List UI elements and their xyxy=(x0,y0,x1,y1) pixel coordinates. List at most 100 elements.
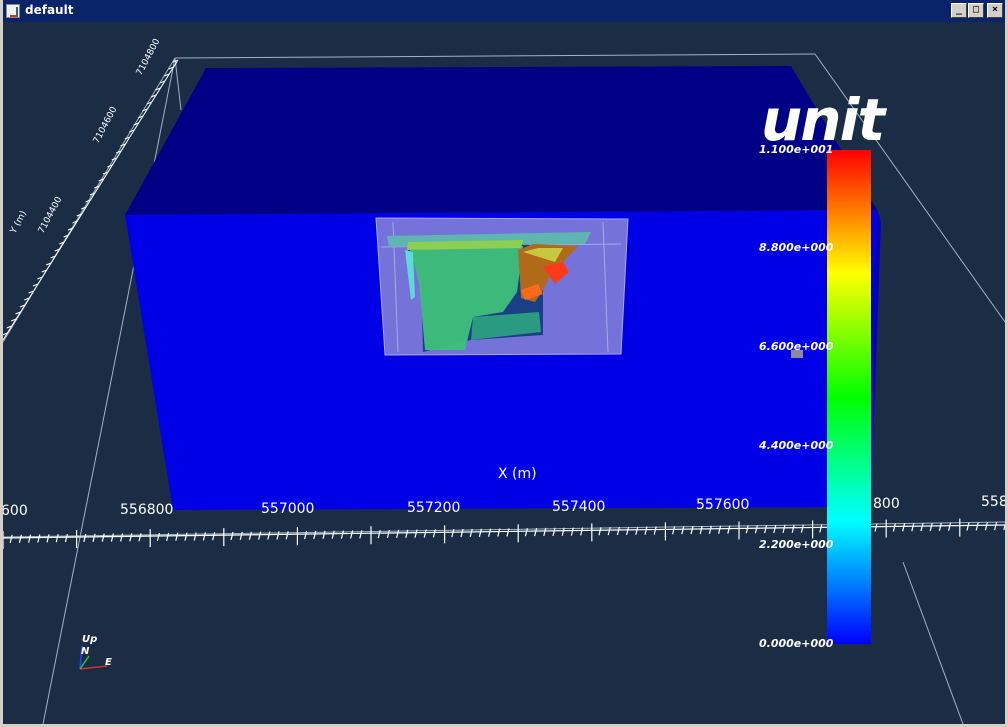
y-axis-tick xyxy=(28,290,34,294)
close-button[interactable]: × xyxy=(987,3,1003,18)
x-axis-minor-tick xyxy=(350,530,354,539)
y-axis-tick xyxy=(124,136,131,140)
y-axis-tick xyxy=(37,276,43,280)
x-axis-minor-tick xyxy=(184,532,188,541)
x-axis-minor-tick xyxy=(166,532,170,541)
y-axis-tick xyxy=(76,213,82,217)
x-tick-label: 557600 xyxy=(696,497,749,513)
x-axis-minor-tick xyxy=(497,528,501,537)
y-axis xyxy=(3,59,179,341)
y-axis-tick xyxy=(98,178,104,182)
y-axis-tick xyxy=(80,206,87,210)
y-axis-tick xyxy=(159,80,166,84)
x-axis-minor-tick xyxy=(202,532,206,541)
y-axis-tick xyxy=(102,171,109,175)
ore-body-red xyxy=(543,262,569,284)
y-tick-label: 7104600 xyxy=(92,105,120,145)
minimize-button[interactable]: _ xyxy=(951,3,967,18)
x-axis-minor-tick xyxy=(966,522,970,531)
x-axis-minor-tick xyxy=(28,534,32,543)
y-axis-tick xyxy=(50,255,56,259)
x-axis-minor-tick xyxy=(239,531,243,541)
x-axis-minor-tick xyxy=(230,531,234,541)
maximize-button[interactable]: □ xyxy=(968,3,984,18)
x-axis-minor-tick xyxy=(359,530,363,539)
marker-small xyxy=(791,350,803,358)
colorbar-label: 6.600e+000 xyxy=(759,340,834,353)
y-tick-label: 7104800 xyxy=(135,37,163,77)
y-tick-label: 7104400 xyxy=(37,195,65,235)
x-axis-minor-tick xyxy=(460,528,464,538)
y-axis-tick xyxy=(142,108,148,112)
colorbar-label: 8.800e+000 xyxy=(759,241,834,254)
x-axis-minor-tick xyxy=(984,522,988,531)
x-axis-minor-tick xyxy=(561,527,565,536)
ore-body-red2 xyxy=(521,284,543,300)
x-axis-minor-tick xyxy=(635,526,639,535)
x-axis-minor-tick xyxy=(727,525,731,534)
block-front-face xyxy=(125,210,877,510)
x-axis-minor-tick xyxy=(414,529,418,538)
x-axis-minor-tick xyxy=(451,529,455,538)
colorbar xyxy=(827,150,871,644)
orientation-axes-widget: Up N E xyxy=(79,634,112,670)
orientation-east-label: E xyxy=(105,657,112,668)
y-axis-tick xyxy=(19,304,26,308)
y-axis-tick xyxy=(129,129,135,133)
scene-canvas[interactable]: 556800 557000 557200 557400 557600 600 8… xyxy=(3,22,1005,724)
block-top-face xyxy=(125,66,877,215)
x-axis-minor-tick xyxy=(469,528,473,538)
x-axis-minor-tick xyxy=(1003,522,1005,531)
x-axis-minor-tick xyxy=(37,534,41,543)
scalar-bar-title: unit xyxy=(761,86,887,154)
x-axis-minor-tick xyxy=(764,524,768,534)
x-tick-label: 556800 xyxy=(120,502,173,518)
y-axis-tick xyxy=(137,115,144,119)
x-axis-minor-tick xyxy=(681,526,685,535)
y-axis-tick xyxy=(67,227,74,231)
y-axis-tick xyxy=(115,150,122,154)
x-axis-minor-tick xyxy=(331,530,335,539)
x-axis-minor-tick xyxy=(120,533,124,542)
colorbar-label: 1.100e+001 xyxy=(759,143,833,156)
x-axis-minor-tick xyxy=(432,529,436,538)
x-axis-minor-tick xyxy=(83,533,87,543)
x-axis-minor-tick xyxy=(782,524,786,533)
x-axis-minor-tick xyxy=(193,532,197,541)
x-axis-minor-tick xyxy=(902,523,906,532)
y-axis-tick xyxy=(6,325,12,329)
x-axis-minor-tick xyxy=(524,528,528,537)
x-axis-minor-tick xyxy=(304,530,308,540)
y-axis-tick xyxy=(45,262,52,266)
x-axis-title: X (m) xyxy=(498,466,537,482)
x-axis-minor-tick xyxy=(423,529,427,538)
x-axis-minor-tick xyxy=(18,534,22,543)
x-tick-label-partial: 800 xyxy=(873,496,900,512)
x-axis-minor-tick xyxy=(285,531,289,540)
x-axis-minor-tick xyxy=(129,533,133,542)
x-axis-minor-tick xyxy=(938,522,942,531)
x-axis-minor-tick xyxy=(892,523,896,532)
x-tick-label: 557000 xyxy=(261,501,314,517)
x-axis-minor-tick xyxy=(396,529,400,539)
x-axis-minor-tick xyxy=(791,524,795,533)
3d-viewport[interactable]: 556800 557000 557200 557400 557600 600 8… xyxy=(3,22,1005,724)
colorbar-label: 4.400e+000 xyxy=(758,439,834,452)
window-title: default xyxy=(25,3,74,17)
title-bar[interactable]: default _ □ × xyxy=(0,0,1008,22)
x-axis-minor-tick xyxy=(313,530,317,540)
y-axis-tick xyxy=(3,332,8,336)
y-axis-tick xyxy=(63,234,69,238)
y-axis-tick xyxy=(150,94,157,98)
x-axis-minor-tick xyxy=(175,532,179,541)
x-axis-minor-tick xyxy=(478,528,482,537)
java-app-icon xyxy=(6,4,20,18)
x-axis-minor-tick xyxy=(745,525,749,534)
ore-body-yellow xyxy=(523,248,563,262)
x-axis-minor-tick xyxy=(156,532,160,542)
colorbar-label: 2.200e+000 xyxy=(759,538,834,551)
x-axis-minor-tick xyxy=(64,534,68,543)
x-axis-minor-tick xyxy=(690,525,694,535)
x-axis-minor-tick xyxy=(708,525,712,534)
